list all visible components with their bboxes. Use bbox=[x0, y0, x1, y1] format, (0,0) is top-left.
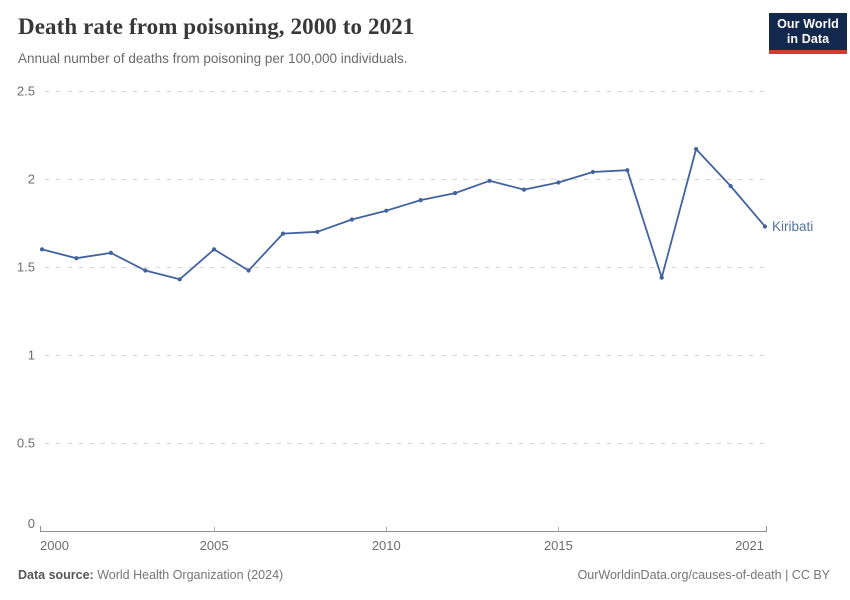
y-tick-label: 0.5 bbox=[17, 436, 35, 451]
data-point-marker[interactable] bbox=[659, 275, 664, 280]
data-point-marker[interactable] bbox=[728, 183, 733, 189]
x-tick-label: 2010 bbox=[372, 538, 401, 553]
data-point-marker[interactable] bbox=[315, 229, 320, 234]
chart-title: Death rate from poisoning, 2000 to 2021 bbox=[18, 14, 415, 39]
data-point-marker[interactable] bbox=[177, 277, 182, 282]
data-point-marker[interactable] bbox=[74, 256, 79, 261]
x-tick-label: 2015 bbox=[544, 538, 573, 553]
owid-logo: Our World in Data bbox=[769, 13, 847, 54]
data-point-marker[interactable] bbox=[418, 198, 423, 203]
data-point-marker[interactable] bbox=[108, 250, 113, 255]
y-tick-label: 1 bbox=[28, 348, 35, 363]
data-source-note: Data source: World Health Organization (… bbox=[18, 568, 283, 582]
data-point-marker[interactable] bbox=[521, 187, 527, 192]
data-point-marker[interactable] bbox=[212, 247, 217, 252]
chart-footer: Data source: World Health Organization (… bbox=[18, 568, 830, 582]
data-point-marker[interactable] bbox=[280, 231, 286, 236]
data-point-marker[interactable] bbox=[143, 268, 148, 273]
data-point-marker[interactable] bbox=[694, 147, 699, 152]
chart-subtitle: Annual number of deaths from poisoning p… bbox=[18, 51, 408, 66]
data-point-marker[interactable] bbox=[453, 191, 458, 196]
y-tick-label: 1.5 bbox=[17, 260, 35, 275]
x-tick-label: 2021 bbox=[735, 538, 764, 553]
x-tick-label: 2000 bbox=[40, 538, 69, 553]
data-point-marker[interactable] bbox=[384, 208, 389, 213]
x-tick-label: 2005 bbox=[200, 538, 229, 553]
data-point-marker[interactable] bbox=[556, 180, 561, 185]
y-tick-label: 2 bbox=[28, 172, 35, 187]
data-point-marker[interactable] bbox=[349, 217, 354, 222]
owid-logo-line1: Our World bbox=[777, 17, 839, 31]
y-tick-label: 0 bbox=[28, 516, 35, 531]
license-note: OurWorldinData.org/causes-of-death | CC … bbox=[577, 568, 830, 582]
data-point-marker[interactable] bbox=[246, 268, 251, 273]
data-source-text: World Health Organization (2024) bbox=[93, 568, 284, 582]
data-point-marker[interactable] bbox=[762, 224, 768, 229]
y-tick-label: 2.5 bbox=[17, 84, 35, 99]
data-source-label: Data source: bbox=[18, 568, 94, 582]
data-point-marker[interactable] bbox=[487, 178, 492, 183]
data-point-marker[interactable] bbox=[590, 169, 596, 175]
series-kiribati[interactable] bbox=[39, 147, 768, 282]
data-point-marker[interactable] bbox=[625, 168, 630, 173]
owid-logo-line2: in Data bbox=[786, 31, 830, 46]
series-line[interactable] bbox=[41, 148, 766, 281]
data-point-marker[interactable] bbox=[39, 247, 45, 252]
series-end-label: Kiribati bbox=[772, 219, 813, 234]
